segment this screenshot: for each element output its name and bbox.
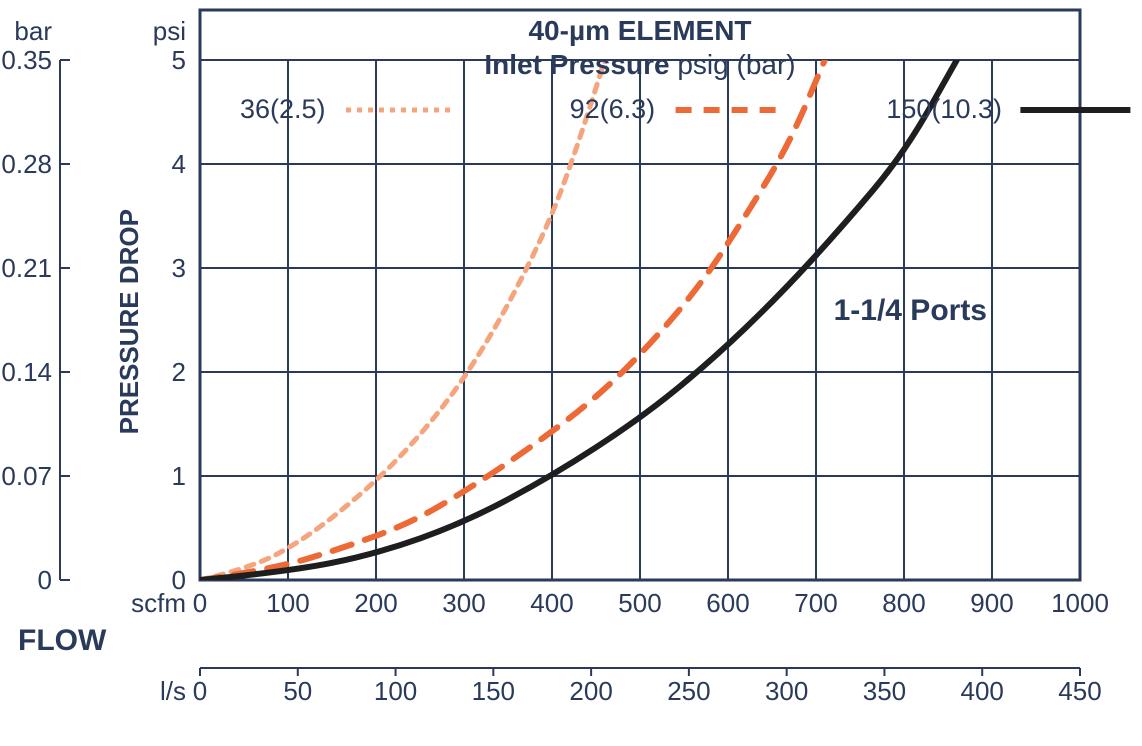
ytick-bar: 0.28: [1, 149, 52, 179]
ytick-psi: 4: [172, 149, 186, 179]
ytick-psi: 3: [172, 253, 186, 283]
xtick-ls: 150: [472, 676, 515, 706]
x-axis-label: FLOW: [18, 624, 107, 657]
ytick-psi: 1: [172, 461, 186, 491]
series-1: [200, 60, 825, 580]
xtick-ls: 300: [765, 676, 808, 706]
xtick-scfm: 900: [970, 588, 1013, 618]
xtick-scfm: 0: [193, 588, 207, 618]
xtick-scfm: 500: [618, 588, 661, 618]
ytick-bar: 0.21: [1, 253, 52, 283]
xtick-scfm: 200: [354, 588, 397, 618]
xtick-ls: 100: [374, 676, 417, 706]
xtick-scfm: 400: [530, 588, 573, 618]
xtick-ls: 50: [283, 676, 312, 706]
x-unit-scfm: scfm: [131, 588, 186, 618]
y-unit-psi: psi: [153, 16, 186, 46]
x-unit-ls: l/s: [160, 676, 186, 706]
ytick-psi: 5: [172, 45, 186, 75]
y-axis-label: PRESSURE DROP: [114, 209, 144, 434]
legend-label-0: 36(2.5): [240, 94, 326, 124]
series-0: [200, 60, 605, 580]
ytick-psi: 2: [172, 357, 186, 387]
y-unit-bar: bar: [14, 16, 52, 46]
xtick-scfm: 600: [706, 588, 749, 618]
xtick-ls: 200: [569, 676, 612, 706]
legend-label-1: 92(6.3): [570, 94, 656, 124]
chart-title-2: Inlet Pressure psig (bar): [484, 49, 795, 80]
ytick-bar: 0: [38, 565, 52, 595]
xtick-scfm: 1000: [1051, 588, 1109, 618]
chart-title-1: 40-µm ELEMENT: [528, 15, 751, 46]
xtick-scfm: 700: [794, 588, 837, 618]
xtick-scfm: 800: [882, 588, 925, 618]
xtick-ls: 350: [863, 676, 906, 706]
ytick-bar: 0.35: [1, 45, 52, 75]
xtick-ls: 400: [961, 676, 1004, 706]
xtick-ls: 450: [1058, 676, 1101, 706]
xtick-ls: 250: [667, 676, 710, 706]
xtick-ls: 0: [193, 676, 207, 706]
ytick-bar: 0.07: [1, 461, 52, 491]
xtick-scfm: 100: [266, 588, 309, 618]
xtick-scfm: 300: [442, 588, 485, 618]
ytick-bar: 0.14: [1, 357, 52, 387]
legend-label-2: 150(10.3): [886, 94, 1002, 124]
ports-annotation: 1-1/4 Ports: [834, 294, 987, 327]
pressure-drop-chart: 40-µm ELEMENTInlet Pressure psig (bar)36…: [0, 0, 1142, 746]
